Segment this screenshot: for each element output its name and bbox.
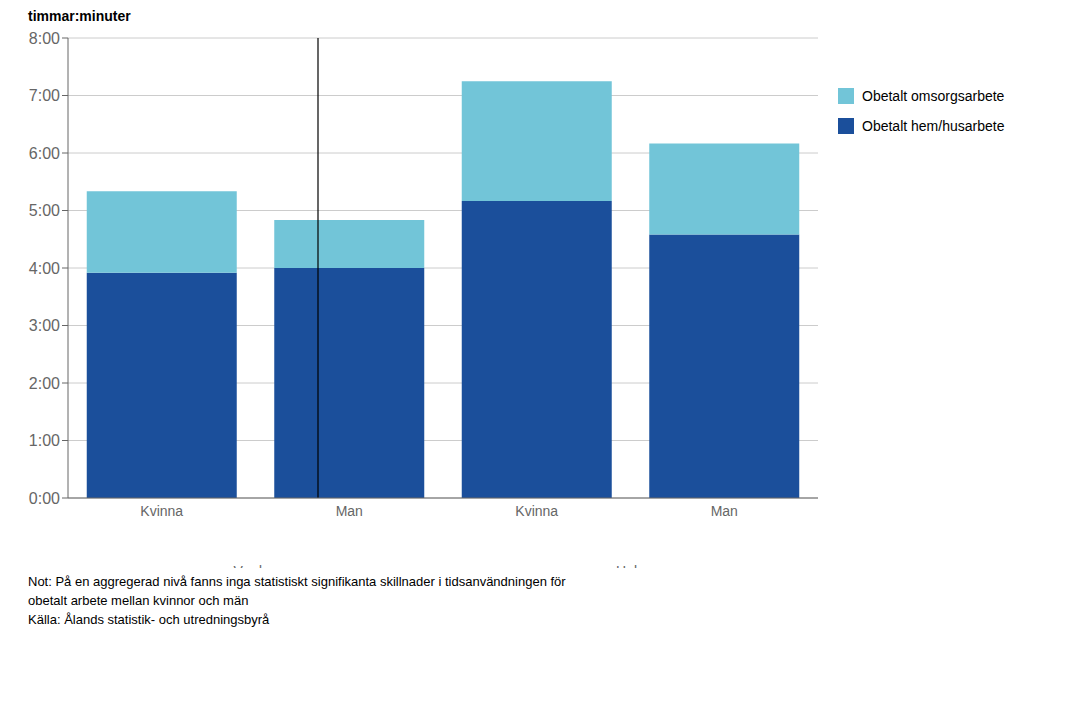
svg-text:Kvinna: Kvinna bbox=[515, 503, 558, 519]
svg-text:Kvinna: Kvinna bbox=[140, 503, 183, 519]
svg-text:Man: Man bbox=[711, 503, 738, 519]
html-text:obetalt arbete mellan kvinnor: obetalt arbete mellan kvinnor och män bbox=[28, 593, 249, 608]
svg-text:2:00: 2:00 bbox=[29, 375, 60, 392]
html-text:Obetalt omsorgsarbete: Obetalt omsorgsarbete bbox=[862, 88, 1005, 104]
html-text:Obetalt hem/husarbete: Obetalt hem/husarbete bbox=[862, 118, 1005, 134]
svg-text:4:00: 4:00 bbox=[29, 260, 60, 277]
html-text:Not: På en aggregerad nivå fan: Not: På en aggregerad nivå fanns inga st… bbox=[28, 574, 566, 589]
html-text:timmar:minuter: timmar:minuter bbox=[28, 8, 131, 24]
html-text:Källa: Ålands statistik- och u: Källa: Ålands statistik- och utredningsb… bbox=[28, 612, 270, 627]
svg-text:6:00: 6:00 bbox=[29, 145, 60, 162]
svg-text:Helg: Helg bbox=[616, 563, 645, 568]
svg-text:3:00: 3:00 bbox=[29, 317, 60, 334]
svg-text:7:00: 7:00 bbox=[29, 87, 60, 104]
svg-text:5:00: 5:00 bbox=[29, 202, 60, 219]
svg-text:1:00: 1:00 bbox=[29, 432, 60, 449]
svg-text:8:00: 8:00 bbox=[29, 30, 60, 47]
svg-text:Vardag: Vardag bbox=[233, 563, 277, 568]
svg-text:Man: Man bbox=[336, 503, 363, 519]
svg-text:0:00: 0:00 bbox=[29, 490, 60, 507]
